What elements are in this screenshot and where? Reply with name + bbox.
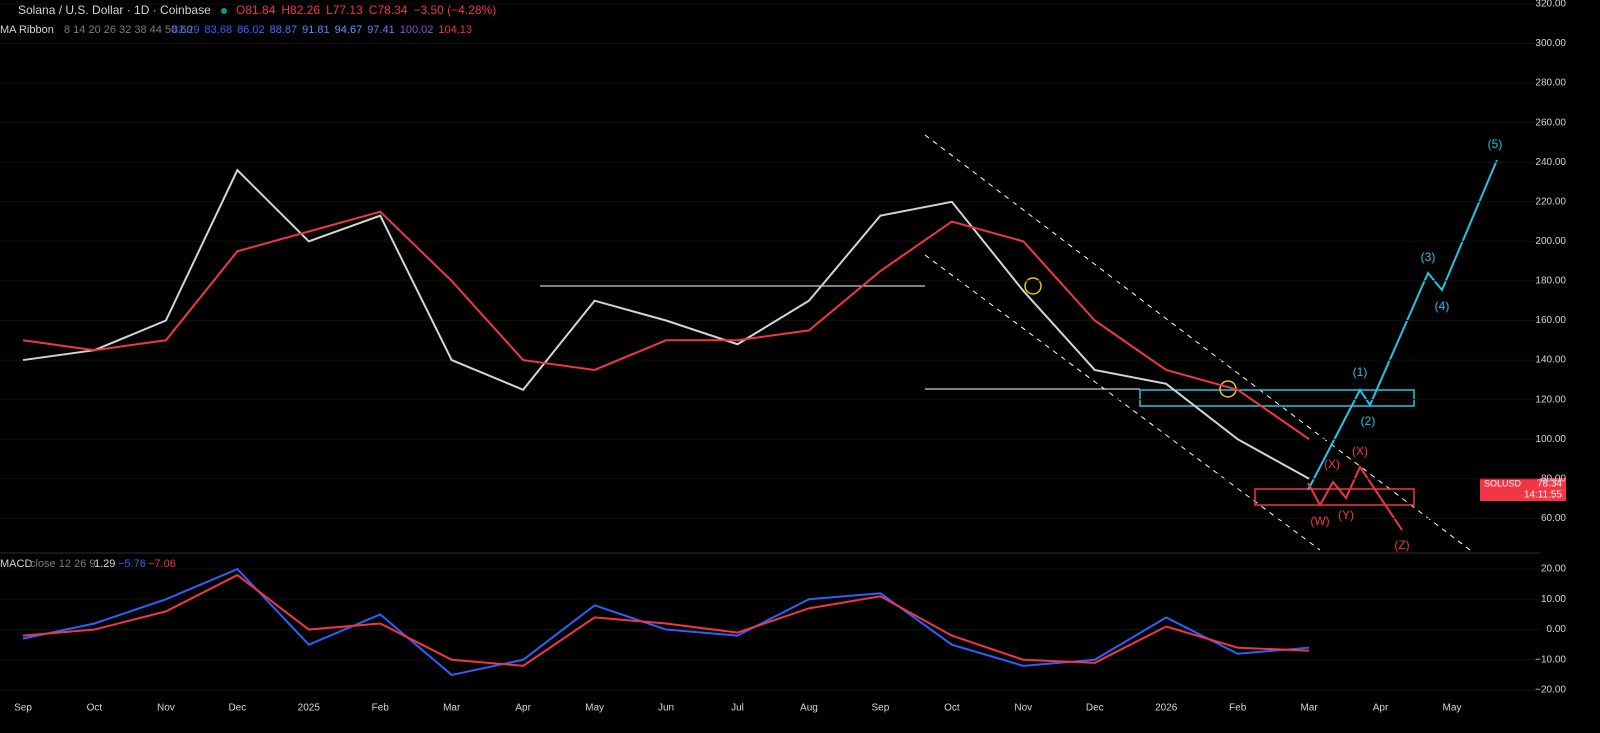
- wave-projection: [1307, 159, 1498, 491]
- x-tick-label: Feb: [1229, 703, 1247, 714]
- y-tick-label: 200.00: [1535, 236, 1566, 247]
- channel-line: [924, 254, 1321, 551]
- x-tick-label: May: [585, 703, 604, 714]
- macd-params: close 12 26 9: [30, 558, 95, 570]
- x-tick-label: Aug: [800, 703, 818, 714]
- y-tick-label: 140.00: [1535, 355, 1566, 366]
- indicator-value: 82.29: [172, 24, 200, 36]
- zone-box: [1254, 488, 1415, 506]
- x-tick-label: May: [1443, 703, 1462, 714]
- indicator-value: 97.41: [367, 24, 395, 36]
- countdown: 14:11:55: [1524, 490, 1563, 501]
- x-tick-label: Sep: [872, 703, 890, 714]
- macd-hist-value: 1.29: [94, 558, 115, 570]
- chart-title: Solana / U.S. Dollar · 1D · Coinbase: [18, 3, 211, 17]
- signal-value: −7.06: [148, 558, 176, 570]
- ohlc-value: O81.84: [236, 3, 276, 17]
- x-tick-label: Nov: [1014, 703, 1032, 714]
- y-tick-label: 320.00: [1535, 0, 1566, 10]
- y-tick-label: 20.00: [1541, 564, 1566, 575]
- x-tick-label: 2026: [1155, 703, 1178, 714]
- y-tick-label: 260.00: [1535, 117, 1566, 128]
- indicator-value: 86.02: [237, 24, 265, 36]
- indicator-params: 8 14 20 26 32 38 44 50 60: [64, 24, 192, 36]
- series-line: [22, 168, 1310, 480]
- x-tick-label: Sep: [14, 703, 32, 714]
- x-tick-label: 2025: [298, 703, 321, 714]
- y-tick-label: 10.00: [1541, 594, 1566, 605]
- series-line: [22, 573, 1310, 667]
- y-tick-label: 220.00: [1535, 196, 1566, 207]
- indicator-value: 83.68: [205, 24, 233, 36]
- x-tick-label: Oct: [87, 703, 103, 714]
- series-line: [22, 567, 1310, 676]
- indicator-value: 91.81: [302, 24, 330, 36]
- y-tick-label: 240.00: [1535, 157, 1566, 168]
- x-tick-label: Apr: [1373, 703, 1389, 714]
- price-tag: [1480, 478, 1566, 501]
- zone-box: [1139, 389, 1415, 407]
- y-tick-label: −20.00: [1535, 685, 1566, 696]
- y-tick-label: 0.00: [1547, 624, 1567, 635]
- y-tick-label: 120.00: [1535, 394, 1566, 405]
- status-dot: [221, 8, 227, 14]
- indicator-value: 104.13: [438, 24, 472, 36]
- x-tick-label: Mar: [1300, 703, 1318, 714]
- ohlc-value: H82.26: [281, 3, 320, 17]
- ohlc-value: −3.50 (−4.28%): [413, 3, 496, 17]
- x-tick-label: Mar: [443, 703, 461, 714]
- indicator-value: 100.02: [400, 24, 434, 36]
- x-tick-label: Jul: [731, 703, 744, 714]
- ohlc-legend: O81.84 H82.26 L77.13 C78.34 −3.50 (−4.28%): [236, 3, 496, 17]
- wave-label: (3): [1421, 250, 1436, 264]
- indicator-values: 82.29 83.68 86.02 88.87 91.81 94.67 97.41 100.0…: [172, 24, 472, 36]
- wave-projection: [1307, 464, 1403, 531]
- x-tick-label: Apr: [515, 703, 531, 714]
- y-tick-label: 80.00: [1541, 473, 1566, 484]
- wave-label: (Z): [1394, 538, 1409, 552]
- wave-label: (1): [1353, 365, 1368, 379]
- y-tick-label: 300.00: [1535, 38, 1566, 49]
- wave-label: (4): [1435, 299, 1450, 313]
- x-tick-label: Dec: [228, 703, 246, 714]
- y-tick-label: 100.00: [1535, 434, 1566, 445]
- wave-label: (W): [1310, 514, 1329, 528]
- wave-label: (2): [1361, 414, 1376, 428]
- x-tick-label: Jun: [658, 703, 674, 714]
- indicator-value: 94.67: [335, 24, 363, 36]
- last-price: 78.34: [1537, 479, 1562, 490]
- marker-circle: [1024, 277, 1042, 295]
- wave-label: (Y): [1338, 508, 1354, 522]
- y-tick-label: 160.00: [1535, 315, 1566, 326]
- x-tick-label: Nov: [157, 703, 175, 714]
- y-tick-label: −10.00: [1535, 654, 1566, 665]
- y-tick-label: 180.00: [1535, 276, 1566, 287]
- y-tick-label: 60.00: [1541, 513, 1566, 524]
- macd-title: MACD: [0, 558, 32, 570]
- ohlc-value: L77.13: [326, 3, 363, 17]
- symbol-label: SOLUSD: [1484, 478, 1522, 488]
- macd-value: −5.76: [118, 558, 146, 570]
- wave-label: (X): [1352, 444, 1368, 458]
- series-line: [22, 210, 1310, 441]
- indicator-value: 88.87: [270, 24, 298, 36]
- x-tick-label: Oct: [944, 703, 960, 714]
- wave-label: (5): [1488, 137, 1503, 151]
- y-tick-label: 280.00: [1535, 78, 1566, 89]
- indicator-name: MA Ribbon: [0, 24, 54, 36]
- channel-line: [924, 134, 1471, 551]
- ohlc-value: C78.34: [369, 3, 408, 17]
- x-tick-label: Dec: [1086, 703, 1104, 714]
- wave-label: (X): [1324, 457, 1340, 471]
- x-tick-label: Feb: [372, 703, 390, 714]
